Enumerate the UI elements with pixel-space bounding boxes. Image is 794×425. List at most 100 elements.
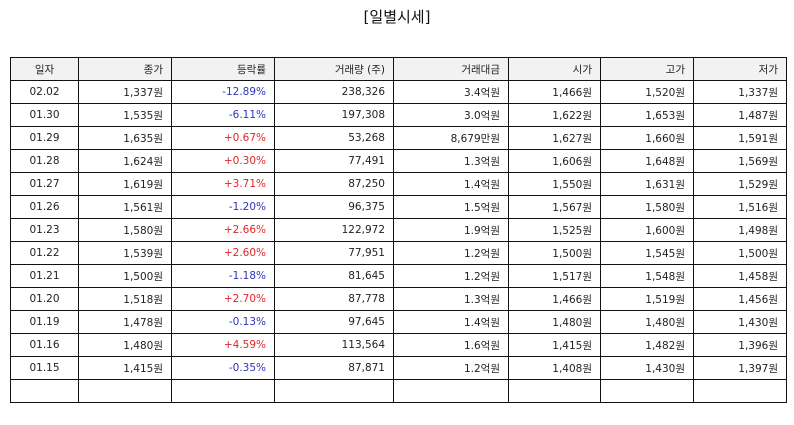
column-header-high: 고가 [600, 57, 694, 81]
cell-open: 1,550원 [508, 172, 601, 196]
cell-volume: 81,645 [274, 264, 394, 288]
cell-open: 1,415원 [508, 333, 601, 357]
table-header-row: 일자 종가 등락률 거래량 (주) 거래대금 시가 고가 저가 [10, 57, 787, 81]
cell-change: +2.66% [171, 218, 275, 242]
cell-date: 01.26 [10, 195, 79, 219]
column-header-amount: 거래대금 [393, 57, 509, 81]
cell-open: 1,567원 [508, 195, 601, 219]
cell-high [600, 379, 694, 403]
cell-change: +0.67% [171, 126, 275, 150]
cell-amount: 1.2억원 [393, 241, 509, 265]
table-row: 01.16 1,480원 +4.59% 113,564 1.6억원 1,415원 1,482… [10, 333, 787, 357]
cell-volume: 122,972 [274, 218, 394, 242]
cell-volume [274, 379, 394, 403]
cell-low: 1,500원 [693, 241, 787, 265]
cell-low: 1,456원 [693, 287, 787, 311]
cell-open: 1,466원 [508, 80, 601, 104]
cell-open: 1,466원 [508, 287, 601, 311]
cell-close: 1,539원 [78, 241, 172, 265]
cell-amount: 1.3억원 [393, 149, 509, 173]
cell-close: 1,500원 [78, 264, 172, 288]
table-row: 01.29 1,635원 +0.67% 53,268 8,679만원 1,627원 1,66… [10, 126, 787, 150]
cell-open: 1,408원 [508, 356, 601, 380]
cell-date: 01.19 [10, 310, 79, 334]
table-row: 01.28 1,624원 +0.30% 77,491 1.3억원 1,606원 1,648원… [10, 149, 787, 173]
cell-close: 1,561원 [78, 195, 172, 219]
cell-open: 1,525원 [508, 218, 601, 242]
table-row [10, 379, 787, 403]
table-row: 01.30 1,535원 -6.11% 197,308 3.0억원 1,622원 1,653… [10, 103, 787, 127]
cell-low: 1,396원 [693, 333, 787, 357]
cell-open: 1,606원 [508, 149, 601, 173]
cell-volume: 238,326 [274, 80, 394, 104]
cell-high: 1,545원 [600, 241, 694, 265]
cell-date: 01.28 [10, 149, 79, 173]
cell-date: 01.21 [10, 264, 79, 288]
cell-close: 1,337원 [78, 80, 172, 104]
cell-volume: 87,871 [274, 356, 394, 380]
column-header-close: 종가 [78, 57, 172, 81]
page-title: [일별시세] [363, 8, 431, 26]
cell-high: 1,482원 [600, 333, 694, 357]
cell-open: 1,517원 [508, 264, 601, 288]
column-header-volume: 거래량 (주) [274, 57, 394, 81]
cell-date: 01.20 [10, 287, 79, 311]
cell-volume: 87,778 [274, 287, 394, 311]
cell-change: +2.70% [171, 287, 275, 311]
cell-change: +3.71% [171, 172, 275, 196]
cell-amount: 1.2억원 [393, 356, 509, 380]
cell-date: 01.27 [10, 172, 79, 196]
cell-high: 1,648원 [600, 149, 694, 173]
cell-amount: 1.4억원 [393, 172, 509, 196]
cell-low: 1,430원 [693, 310, 787, 334]
cell-change: -0.35% [171, 356, 275, 380]
cell-change: +2.60% [171, 241, 275, 265]
cell-amount: 3.4억원 [393, 80, 509, 104]
cell-open: 1,500원 [508, 241, 601, 265]
cell-volume: 197,308 [274, 103, 394, 127]
cell-low: 1,498원 [693, 218, 787, 242]
column-header-date: 일자 [10, 57, 79, 81]
cell-high: 1,580원 [600, 195, 694, 219]
cell-close: 1,478원 [78, 310, 172, 334]
table-row: 01.26 1,561원 -1.20% 96,375 1.5억원 1,567원 1,580원… [10, 195, 787, 219]
cell-close: 1,624원 [78, 149, 172, 173]
cell-low: 1,529원 [693, 172, 787, 196]
cell-change: -0.13% [171, 310, 275, 334]
cell-amount [393, 379, 509, 403]
cell-amount: 1.5억원 [393, 195, 509, 219]
column-header-open: 시가 [508, 57, 601, 81]
cell-low: 1,458원 [693, 264, 787, 288]
cell-low: 1,591원 [693, 126, 787, 150]
cell-change: -1.18% [171, 264, 275, 288]
cell-change: +4.59% [171, 333, 275, 357]
cell-amount: 1.9억원 [393, 218, 509, 242]
table-row: 01.21 1,500원 -1.18% 81,645 1.2억원 1,517원 1,548원… [10, 264, 787, 288]
table-row: 01.15 1,415원 -0.35% 87,871 1.2억원 1,408원 1,430원… [10, 356, 787, 380]
cell-change [171, 379, 275, 403]
table-row: 01.19 1,478원 -0.13% 97,645 1.4억원 1,480원 1,480원… [10, 310, 787, 334]
table-row: 02.02 1,337원 -12.89% 238,326 3.4억원 1,466원 1,52… [10, 80, 787, 104]
cell-date: 01.23 [10, 218, 79, 242]
cell-volume: 77,951 [274, 241, 394, 265]
cell-high: 1,660원 [600, 126, 694, 150]
cell-high: 1,548원 [600, 264, 694, 288]
cell-high: 1,519원 [600, 287, 694, 311]
cell-high: 1,520원 [600, 80, 694, 104]
cell-open: 1,480원 [508, 310, 601, 334]
cell-volume: 97,645 [274, 310, 394, 334]
cell-low: 1,397원 [693, 356, 787, 380]
cell-date: 01.30 [10, 103, 79, 127]
cell-low: 1,516원 [693, 195, 787, 219]
cell-volume: 77,491 [274, 149, 394, 173]
cell-volume: 53,268 [274, 126, 394, 150]
table-row: 01.22 1,539원 +2.60% 77,951 1.2억원 1,500원 1,545원… [10, 241, 787, 265]
cell-close: 1,518원 [78, 287, 172, 311]
cell-open: 1,627원 [508, 126, 601, 150]
cell-volume: 87,250 [274, 172, 394, 196]
cell-volume: 96,375 [274, 195, 394, 219]
cell-high: 1,480원 [600, 310, 694, 334]
cell-amount: 3.0억원 [393, 103, 509, 127]
column-header-change: 등락률 [171, 57, 275, 81]
cell-amount: 8,679만원 [393, 126, 509, 150]
